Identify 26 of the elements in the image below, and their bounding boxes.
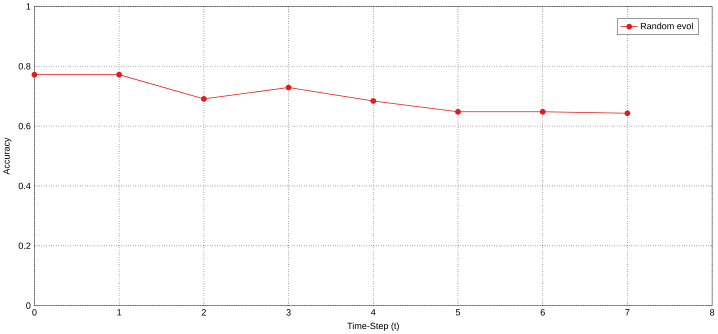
point (540, 108, 546, 115)
point (116, 72, 122, 78)
point (624, 110, 630, 116)
point (32, 72, 38, 78)
x-tick-label: 8 (710, 309, 714, 316)
point (455, 108, 461, 115)
point (286, 84, 292, 90)
x-tick-label: 3 (286, 309, 291, 316)
x-tick-label: 6 (540, 309, 545, 316)
point (370, 98, 376, 104)
x-tick-label: 1 (117, 309, 122, 316)
y-tick-label: 1 (26, 3, 30, 10)
point (200, 96, 207, 102)
y-axis-title: Accuracy (3, 137, 12, 174)
y-tick-label: 0.4 (18, 182, 31, 190)
x-tick-label: 2 (202, 309, 206, 316)
x-tick-label: 4 (370, 309, 376, 316)
y-tick-label: 0.6 (18, 122, 30, 130)
x-tick-label: 5 (456, 309, 460, 316)
x-axis-title: Time-Step (t) (347, 322, 399, 331)
legend-label: Random evol (640, 22, 693, 30)
x-tick-label: 0 (32, 309, 37, 316)
y-tick-label: 0.2 (18, 242, 30, 249)
y-tick-label: 0.8 (18, 62, 30, 70)
x-tick-label: 7 (625, 309, 630, 316)
y-tick-label: 0 (26, 302, 31, 309)
